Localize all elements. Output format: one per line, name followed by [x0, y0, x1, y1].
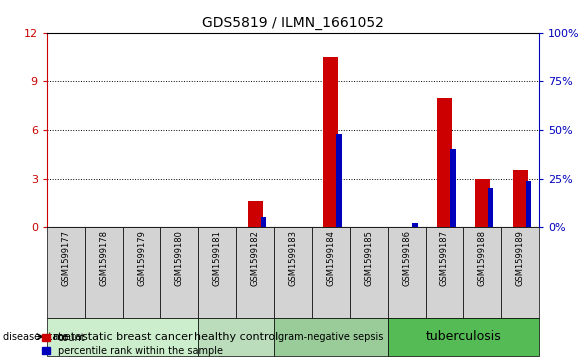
Text: GSM1599180: GSM1599180 [175, 230, 184, 286]
Text: gram-negative sepsis: gram-negative sepsis [278, 332, 384, 342]
Text: GSM1599186: GSM1599186 [402, 230, 411, 286]
Text: GSM1599177: GSM1599177 [62, 230, 70, 286]
Title: GDS5819 / ILMN_1661052: GDS5819 / ILMN_1661052 [202, 16, 384, 30]
Text: GSM1599178: GSM1599178 [99, 230, 108, 286]
Bar [412, 223, 418, 227]
Bar [437, 98, 452, 227]
Bar [274, 318, 388, 356]
Text: tuberculosis: tuberculosis [425, 330, 501, 343]
Text: GSM1599181: GSM1599181 [213, 230, 222, 286]
Bar [274, 227, 312, 318]
Bar [526, 180, 532, 227]
Bar [47, 227, 85, 318]
Text: GSM1599188: GSM1599188 [478, 230, 487, 286]
Bar [513, 171, 528, 227]
Bar [425, 227, 464, 318]
Bar [323, 57, 339, 227]
Legend: count, percentile rank within the sample: count, percentile rank within the sample [40, 331, 224, 358]
Text: disease state: disease state [3, 332, 68, 342]
Bar [388, 318, 539, 356]
Bar [464, 227, 501, 318]
Bar [388, 227, 425, 318]
Bar [475, 179, 490, 227]
Bar [501, 227, 539, 318]
Bar [488, 188, 493, 227]
Text: GSM1599184: GSM1599184 [326, 230, 335, 286]
Bar [198, 318, 274, 356]
Text: GSM1599185: GSM1599185 [364, 230, 373, 286]
Text: metastatic breast cancer: metastatic breast cancer [53, 332, 192, 342]
Bar [161, 227, 198, 318]
Bar [450, 150, 456, 227]
Text: GSM1599189: GSM1599189 [516, 230, 524, 286]
Bar [312, 227, 350, 318]
Text: healthy control: healthy control [194, 332, 278, 342]
Bar [85, 227, 122, 318]
Bar [247, 201, 263, 227]
Bar [350, 227, 388, 318]
Bar [198, 227, 236, 318]
Text: GSM1599179: GSM1599179 [137, 230, 146, 286]
Bar [261, 217, 266, 227]
Bar [336, 134, 342, 227]
Bar [236, 227, 274, 318]
Text: GSM1599183: GSM1599183 [288, 230, 298, 286]
Bar [122, 227, 161, 318]
Text: GSM1599182: GSM1599182 [251, 230, 260, 286]
Text: GSM1599187: GSM1599187 [440, 230, 449, 286]
Bar [47, 318, 198, 356]
